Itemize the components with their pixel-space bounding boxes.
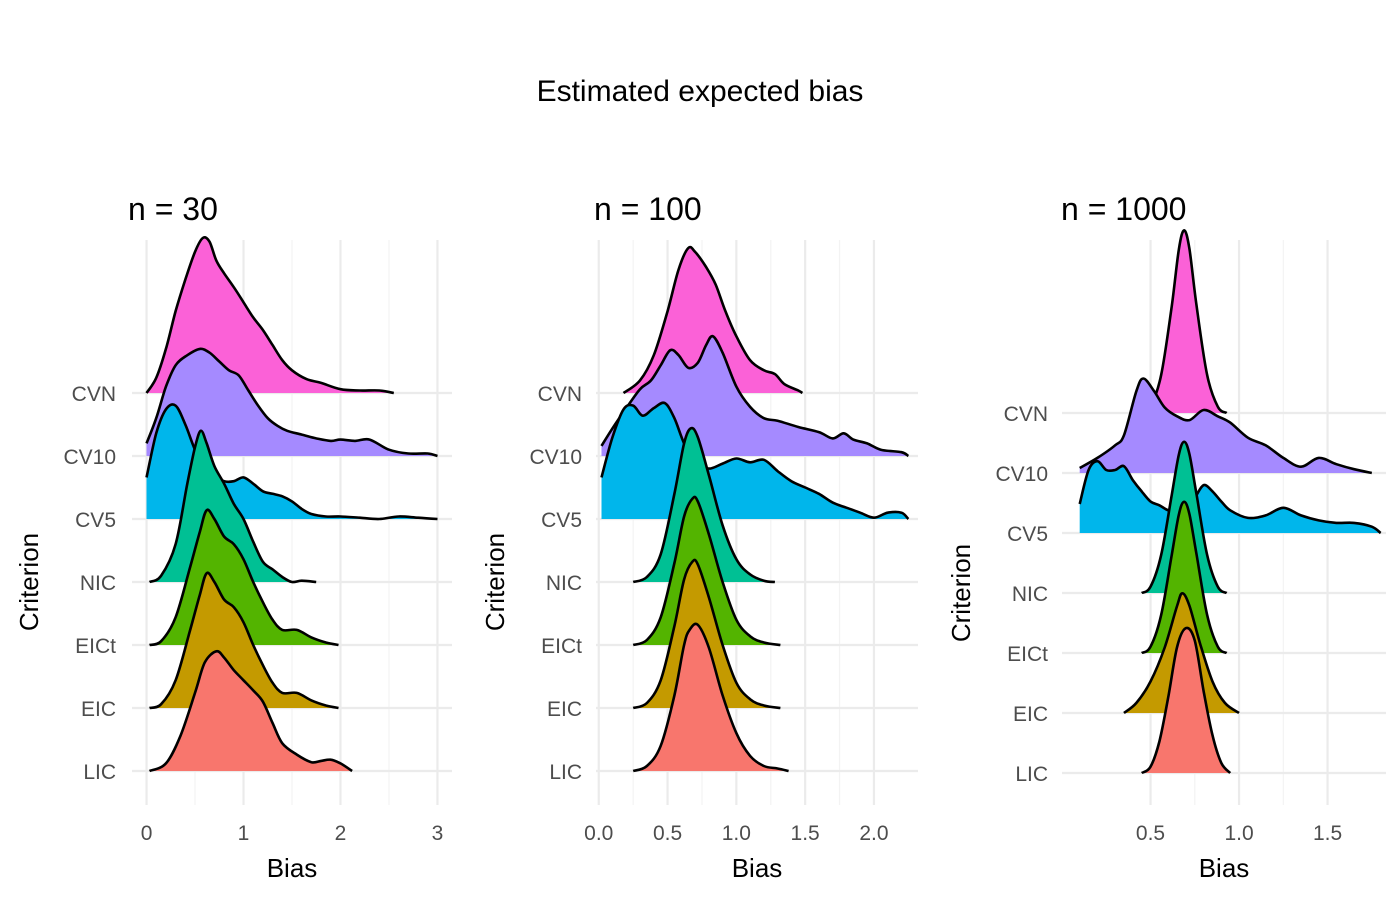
y-tick-label: CV5 bbox=[541, 509, 582, 532]
y-tick-label: CVN bbox=[538, 383, 582, 406]
x-tick-label: 2 bbox=[335, 822, 347, 845]
ridge-outline bbox=[149, 571, 339, 710]
y-tick-label: NIC bbox=[1012, 583, 1048, 606]
y-tick-label: CVN bbox=[72, 383, 116, 406]
y-tick-label: CV5 bbox=[75, 509, 116, 532]
ridge-outline bbox=[145, 403, 438, 521]
ridge-lic bbox=[1140, 626, 1232, 775]
ridge-outline bbox=[1140, 626, 1232, 775]
ridge-eict bbox=[1140, 500, 1228, 655]
y-tick-label: LIC bbox=[1015, 763, 1048, 786]
y-tick-label: EIC bbox=[547, 698, 582, 721]
ridge-fill bbox=[633, 623, 789, 771]
ridge-outline bbox=[1079, 377, 1373, 475]
y-tick-label: EIC bbox=[1013, 703, 1048, 726]
y-tick-label: NIC bbox=[546, 572, 582, 595]
ridge-nic bbox=[148, 429, 317, 584]
ridge-fill bbox=[1079, 378, 1372, 473]
ridge-outline bbox=[632, 558, 781, 710]
x-tick-label: 1 bbox=[238, 822, 250, 845]
ridge-outline bbox=[600, 401, 910, 520]
ridge-outline bbox=[1140, 440, 1228, 595]
ridge-fill bbox=[1141, 627, 1231, 773]
ridge-nic bbox=[632, 426, 776, 584]
ridge-fill bbox=[1141, 501, 1227, 653]
x-tick-label: 0.5 bbox=[1136, 822, 1165, 845]
x-tick-label: 3 bbox=[432, 822, 444, 845]
y-tick-label: CV5 bbox=[1007, 523, 1048, 546]
ridge-cv10 bbox=[1079, 377, 1373, 475]
ridge-cv10 bbox=[145, 347, 438, 458]
panel-1: LIC EIC EICt NIC CV5 CV10 CVN 0 1 2 3 Bias Criterion… bbox=[14, 191, 452, 883]
y-tick-label: CV10 bbox=[529, 446, 582, 469]
ridge-outline bbox=[149, 508, 339, 647]
ridge-outline bbox=[600, 334, 910, 458]
x-tick-label: 2.0 bbox=[859, 822, 888, 845]
ridge-outline bbox=[632, 495, 781, 647]
y-tick-label: LIC bbox=[83, 761, 116, 784]
chart-title: Estimated expected bias bbox=[537, 75, 864, 108]
y-tick-label: CV10 bbox=[63, 446, 116, 469]
facet-title: n = 1000 bbox=[1061, 191, 1186, 227]
x-axis-label: Bias bbox=[267, 853, 318, 883]
facet-title: n = 100 bbox=[594, 191, 702, 227]
ridge-outline bbox=[1140, 229, 1228, 415]
ridge-outline bbox=[632, 426, 776, 584]
ridge-lic bbox=[148, 649, 353, 773]
y-tick-label: EICt bbox=[541, 635, 582, 658]
ridge-fill bbox=[146, 348, 438, 456]
ridge-outline bbox=[148, 429, 317, 584]
ridge-outline bbox=[1123, 592, 1240, 715]
x-tick-label: 1.5 bbox=[1313, 822, 1342, 845]
ridge-fill bbox=[1079, 461, 1381, 533]
ridge-cvn bbox=[1140, 229, 1228, 415]
x-tick-label: 1.5 bbox=[791, 822, 820, 845]
ridge-fill bbox=[633, 496, 781, 645]
ridge-fill bbox=[149, 651, 353, 771]
y-axis-label: Criterion bbox=[480, 533, 510, 631]
ridge-outline bbox=[1140, 500, 1228, 655]
ridge-fill bbox=[633, 559, 781, 708]
ridge-outline bbox=[148, 649, 353, 773]
y-axis-label: Criterion bbox=[946, 544, 976, 642]
y-tick-label: CV10 bbox=[995, 463, 1048, 486]
ridge-outline bbox=[145, 347, 438, 458]
ridge-outline bbox=[145, 236, 395, 395]
x-tick-label: 0 bbox=[141, 822, 153, 845]
y-tick-label: EIC bbox=[81, 698, 116, 721]
x-tick-label: 1.0 bbox=[1224, 822, 1253, 845]
x-tick-label: 0.5 bbox=[653, 822, 682, 845]
x-tick-label: 0.0 bbox=[584, 822, 613, 845]
y-tick-label: CVN bbox=[1004, 403, 1048, 426]
ridge-eict bbox=[632, 495, 781, 647]
y-tick-label: LIC bbox=[549, 761, 582, 784]
ridge-eic bbox=[632, 558, 781, 710]
x-axis-label: Bias bbox=[1199, 853, 1250, 883]
ridge-lic bbox=[632, 622, 789, 773]
ridge-outline bbox=[632, 622, 789, 773]
ridge-outline bbox=[622, 245, 804, 395]
panel-2: LIC EIC EICt NIC CV5 CV10 CVN 0.0 0.5 1.0 1.5 2.0 Bi… bbox=[480, 191, 918, 883]
ridge-eic bbox=[149, 571, 339, 710]
ridge-fill bbox=[633, 428, 775, 582]
y-axis-label: Criterion bbox=[14, 533, 44, 631]
panel-3: LIC EIC EICt NIC CV5 CV10 CVN 0.5 1.0 1.5 Bias Crit… bbox=[946, 191, 1386, 883]
y-tick-label: NIC bbox=[80, 572, 116, 595]
x-tick-label: 1.0 bbox=[722, 822, 751, 845]
x-axis-label: Bias bbox=[732, 853, 783, 883]
y-tick-label: EICt bbox=[75, 635, 116, 658]
facet-title: n = 30 bbox=[128, 191, 218, 227]
y-tick-label: EICt bbox=[1007, 643, 1048, 666]
